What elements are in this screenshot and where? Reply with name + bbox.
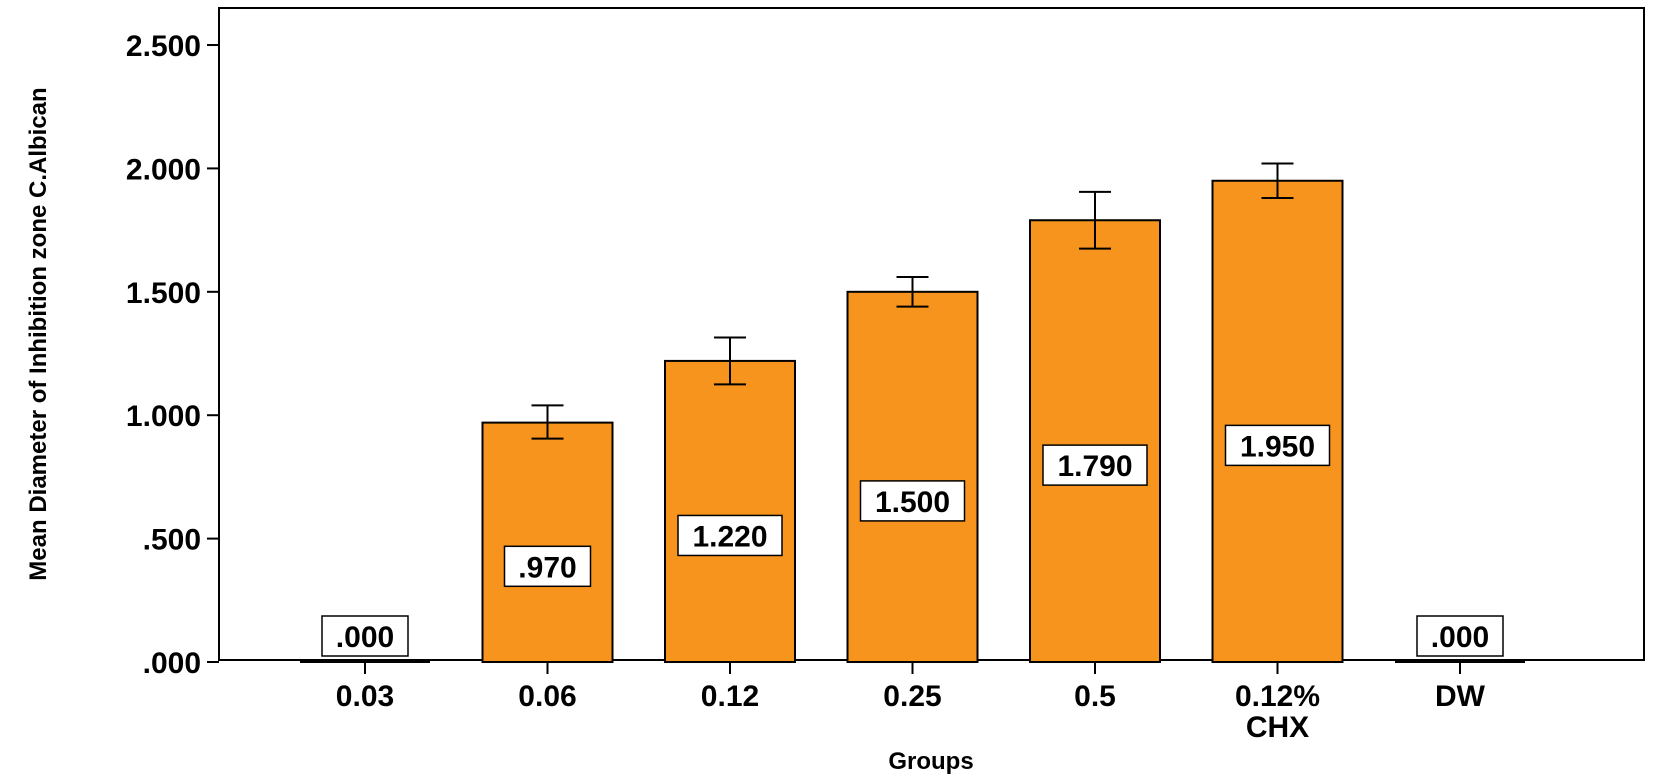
data-label: .000 [1416, 615, 1504, 657]
data-label-text: 1.220 [692, 520, 767, 553]
x-tick-label: 0.03 [336, 680, 394, 713]
x-tick-label: DW [1435, 680, 1486, 713]
x-axis: 0.03 0.06 0.12 0.25 0.5 0.12%CHX DW [336, 662, 1486, 744]
data-label: 1.950 [1224, 424, 1331, 467]
x-axis-title: Groups [888, 748, 973, 775]
bar [664, 359, 796, 663]
data-label: 1.220 [677, 514, 783, 557]
data-label: .000 [321, 615, 409, 657]
data-label-text: 1.950 [1240, 430, 1315, 463]
data-label-text: .000 [1431, 621, 1489, 654]
x-tick-label: 0.25 [883, 680, 941, 713]
data-label-text: .970 [518, 551, 576, 584]
y-tick-label: 2.000 [126, 153, 201, 186]
data-label-text: 1.500 [875, 486, 950, 519]
data-label-box [503, 545, 592, 588]
data-label: 1.790 [1042, 444, 1148, 486]
data-label-box [1042, 444, 1148, 486]
bars: .000 .970 1.220 1.500 1.790 1.950 .000 [300, 162, 1525, 663]
y-tick-label: 1.500 [126, 277, 201, 310]
y-axis: .000 .500 1.000 1.500 2.000 2.500 [126, 30, 219, 680]
x-tick-label: 0.12 [701, 680, 759, 713]
y-tick-label: .500 [143, 524, 201, 557]
x-tick-label: 0.06 [518, 680, 576, 713]
data-label-box [859, 480, 966, 522]
bar [481, 421, 614, 663]
bar [1211, 179, 1344, 663]
x-tick-label: CHX [1246, 711, 1309, 744]
x-tick-label: 0.12% [1235, 680, 1320, 713]
data-label-text: .000 [336, 621, 394, 654]
y-tick-label: 1.000 [126, 400, 201, 433]
x-tick-label: 0.5 [1074, 680, 1116, 713]
data-label-box [1416, 615, 1504, 657]
data-label: .970 [503, 545, 592, 588]
data-label-box [677, 514, 783, 557]
y-tick-label: 2.500 [126, 30, 201, 63]
y-tick-label: .000 [143, 647, 201, 680]
data-label-text: 1.790 [1057, 450, 1132, 483]
bar [1029, 219, 1161, 663]
bar [846, 290, 979, 663]
y-axis-title: Mean Diameter of Inhibition zone C.Albic… [25, 87, 52, 580]
data-label: 1.500 [859, 480, 966, 522]
data-label-box [321, 615, 409, 657]
data-label-box [1224, 424, 1331, 467]
